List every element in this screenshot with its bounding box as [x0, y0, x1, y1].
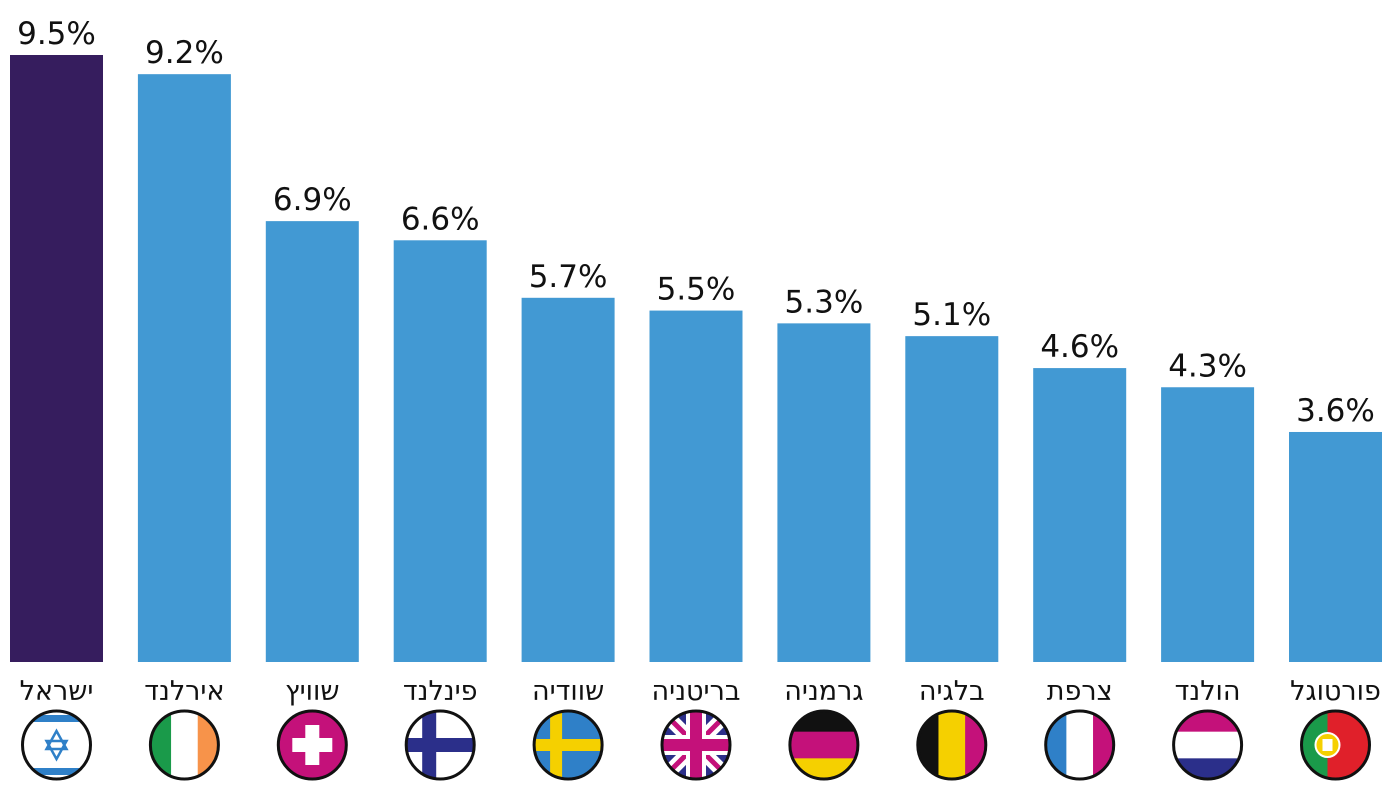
value-label: 9.5% [17, 16, 96, 52]
flag-ring [404, 709, 476, 781]
flag-part [789, 731, 858, 759]
flag-part [1173, 731, 1242, 759]
flag-part [1322, 739, 1333, 751]
bar [1033, 368, 1127, 662]
flag [406, 711, 475, 779]
value-label: 6.9% [273, 182, 352, 218]
x-tick-label: בלגיה [919, 676, 985, 707]
x-tick-label: פינלנד [403, 676, 478, 707]
value-label: 3.6% [1296, 393, 1375, 429]
x-tick-label: שוויץ [285, 676, 339, 707]
flag-ring [276, 709, 348, 781]
flag-ring [532, 709, 604, 781]
bar [265, 221, 359, 662]
x-tick-label: שוודיה [532, 676, 604, 707]
x-tick-label: אירלנד [144, 676, 224, 707]
flag-ring [148, 709, 220, 781]
value-label: 6.6% [401, 201, 480, 237]
flag-part [1066, 711, 1094, 779]
x-tick-label: ישראל [20, 676, 94, 707]
x-tick-label: צרפת [1047, 676, 1113, 707]
flag-star [44, 728, 69, 762]
bar [10, 55, 103, 662]
bar [1161, 387, 1255, 662]
flag-part [534, 739, 603, 751]
bar [393, 240, 487, 662]
flag-ring [1300, 709, 1371, 781]
flag-part [406, 738, 475, 752]
bar [1289, 431, 1382, 662]
flag [22, 711, 91, 779]
bar [521, 297, 615, 662]
value-label: 5.1% [912, 297, 991, 333]
flag [1173, 711, 1242, 779]
value-label: 5.7% [529, 259, 608, 295]
x-tick-label: בריטניה [652, 676, 741, 707]
bar [649, 310, 743, 662]
x-tick-label: הולנד [1175, 676, 1241, 707]
flag [1045, 711, 1114, 779]
bar [137, 74, 231, 663]
value-label: 9.2% [145, 35, 224, 71]
x-tick-label: גרמניה [784, 676, 863, 707]
flag [150, 711, 219, 779]
flag-ring [1044, 709, 1116, 781]
value-label: 4.3% [1168, 348, 1247, 384]
flag-ring [788, 709, 860, 781]
flag-part [292, 738, 333, 752]
flag-ring [21, 709, 92, 781]
flag-part [171, 711, 199, 779]
flag [662, 711, 730, 779]
value-label: 5.3% [785, 284, 864, 320]
value-label: 4.6% [1040, 329, 1119, 365]
flag [278, 711, 347, 779]
flag-ring [660, 709, 732, 781]
flag-ring [1172, 709, 1244, 781]
flag-part [22, 715, 91, 722]
flag-part [938, 711, 966, 779]
flag-part [22, 768, 91, 775]
value-label: 5.5% [657, 272, 736, 308]
flag [1301, 711, 1370, 779]
flag [789, 711, 858, 779]
flag [917, 711, 986, 779]
x-tick-label: פורטוגל [1290, 676, 1381, 707]
flag [534, 711, 603, 779]
bar [905, 336, 999, 662]
flag-ring [916, 709, 988, 781]
bar [777, 323, 871, 662]
flag-part [662, 739, 730, 751]
flag-part [22, 711, 91, 779]
